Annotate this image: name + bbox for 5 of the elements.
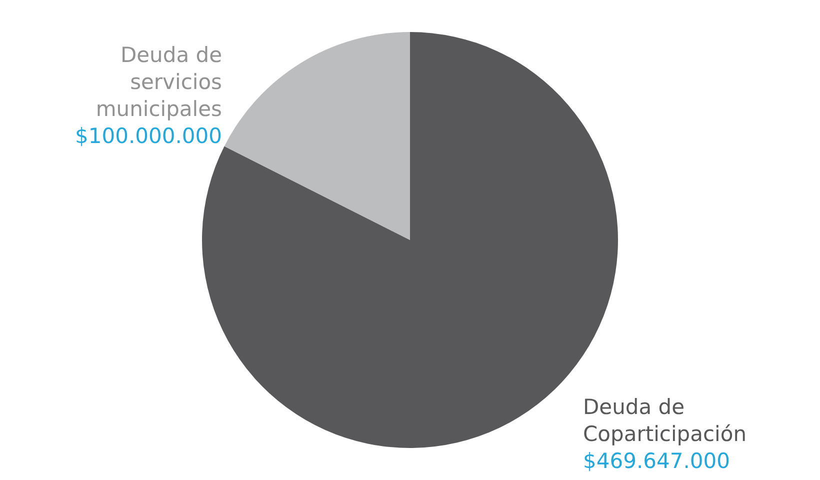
- slice-label: Deuda de servicios municipales: [96, 43, 222, 121]
- pie-slice: [224, 32, 410, 240]
- slice-label: Deuda de Coparticipación: [583, 395, 747, 446]
- data-label: $469.647.000: [583, 449, 730, 473]
- data-label: $100.000.000: [75, 124, 222, 148]
